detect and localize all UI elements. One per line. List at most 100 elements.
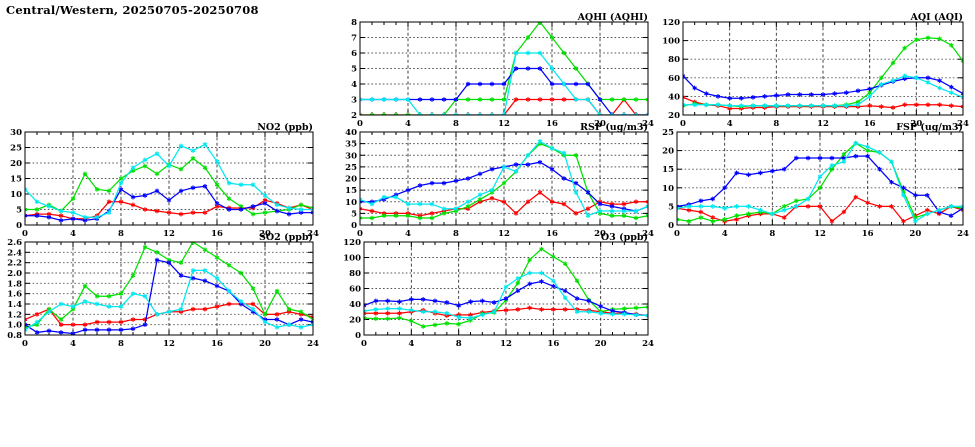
star-marker [734, 213, 739, 218]
star-marker [867, 86, 872, 92]
star-marker [417, 201, 423, 207]
star-marker [82, 171, 88, 177]
star-marker [805, 196, 811, 202]
x-tick-label: 24 [307, 229, 319, 239]
star-marker [456, 303, 461, 308]
y-tick-label: 120 [343, 238, 361, 248]
star-marker [770, 168, 775, 174]
star-marker [465, 199, 471, 205]
star-marker [360, 199, 363, 205]
star-marker [793, 155, 799, 161]
star-marker [501, 180, 507, 186]
star-marker [829, 155, 835, 161]
star-marker [698, 209, 704, 215]
star-marker [597, 208, 603, 214]
star-marker [960, 91, 963, 96]
y-tick-label: 80 [349, 269, 361, 279]
star-marker [785, 103, 791, 108]
star-marker [645, 204, 648, 209]
star-marker [381, 112, 387, 115]
star-marker [381, 194, 387, 200]
y-tick-label: 15 [345, 186, 357, 196]
star-marker [397, 306, 402, 311]
star-marker [468, 315, 473, 321]
star-marker [25, 187, 28, 192]
star-marker [621, 201, 627, 207]
star-marker [549, 81, 555, 87]
star-marker [549, 166, 555, 172]
star-marker [238, 299, 244, 304]
star-marker [369, 215, 375, 221]
star-marker [385, 306, 390, 311]
x-tick-label: 4 [70, 229, 76, 239]
star-marker [758, 207, 763, 213]
star-marker [513, 66, 519, 71]
star-marker [106, 327, 112, 333]
star-marker [202, 306, 208, 312]
star-marker [70, 322, 76, 327]
star-marker [190, 210, 196, 215]
star-marker [58, 301, 64, 307]
star-marker [573, 81, 579, 87]
star-marker [841, 209, 847, 215]
series-group-rsp [360, 139, 648, 221]
star-marker [820, 92, 826, 97]
star-marker [645, 97, 648, 102]
star-marker [477, 171, 483, 177]
star-marker [645, 112, 648, 115]
star-marker [715, 102, 721, 108]
y-tick-label: 5 [16, 206, 22, 216]
star-marker [360, 97, 363, 102]
star-marker [444, 300, 450, 305]
star-marker [142, 244, 148, 250]
star-marker [561, 97, 567, 102]
star-marker [515, 307, 521, 312]
star-marker [750, 95, 756, 100]
star-marker [585, 206, 591, 212]
star-marker [692, 85, 697, 91]
y-tick-label: 120 [662, 18, 680, 28]
star-marker [364, 308, 367, 314]
star-marker [549, 97, 555, 102]
star-marker [855, 88, 861, 94]
x-tick-label: 20 [259, 339, 271, 349]
y-tick-label: 20 [10, 159, 22, 169]
y-tick-label: 2.2 [7, 259, 22, 269]
x-tick-label: 4 [405, 229, 411, 239]
star-marker [202, 142, 208, 147]
star-marker [58, 208, 64, 214]
star-marker [914, 75, 919, 81]
star-marker [817, 155, 823, 161]
star-marker [106, 304, 112, 309]
y-tick-label: 1.8 [7, 279, 22, 289]
star-marker [539, 270, 544, 276]
star-marker [286, 322, 292, 327]
star-marker [622, 311, 627, 317]
series-group-no2 [25, 142, 313, 223]
star-marker [70, 216, 76, 222]
star-marker [364, 315, 367, 321]
star-marker [286, 205, 292, 211]
star-marker [573, 190, 579, 195]
star-marker [539, 279, 544, 284]
star-marker [781, 215, 787, 220]
x-axis-so2: 0 4 8 12 16 20 24 [22, 339, 319, 349]
star-marker [441, 206, 447, 212]
star-marker [226, 180, 232, 186]
star-marker [298, 317, 304, 322]
star-marker [25, 327, 28, 333]
star-marker [250, 182, 256, 187]
x-tick-label: 0 [357, 119, 363, 129]
x-tick-label: 20 [909, 229, 921, 239]
star-marker [715, 94, 721, 99]
star-marker [468, 299, 473, 304]
star-marker [925, 35, 931, 41]
star-marker [364, 311, 367, 316]
star-marker [949, 42, 954, 48]
y-tick-label: 10 [345, 198, 357, 208]
star-marker [70, 304, 76, 309]
star-marker [844, 103, 849, 108]
star-marker [609, 204, 615, 209]
star-marker [465, 112, 471, 115]
star-marker [890, 78, 896, 83]
